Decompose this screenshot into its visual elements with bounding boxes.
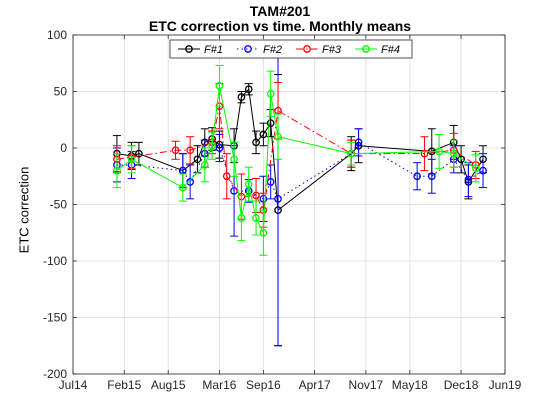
data-point bbox=[259, 130, 268, 139]
data-point bbox=[274, 132, 282, 141]
series-line bbox=[116, 85, 476, 235]
data-point bbox=[200, 161, 209, 169]
x-tick-label: Nov17 bbox=[349, 378, 384, 392]
series-2 bbox=[112, 51, 488, 347]
series-line bbox=[116, 106, 476, 212]
y-tick-label: 100 bbox=[47, 28, 67, 42]
data-point bbox=[171, 146, 180, 155]
y-tick-label: 50 bbox=[54, 85, 68, 99]
x-tick-label: Jul14 bbox=[59, 378, 88, 392]
data-point bbox=[222, 172, 231, 181]
data-point bbox=[208, 141, 216, 150]
data-point bbox=[457, 155, 465, 164]
data-point bbox=[435, 147, 443, 156]
series-line bbox=[116, 141, 484, 200]
data-point bbox=[230, 155, 238, 164]
data-point bbox=[266, 89, 275, 98]
legend-marker bbox=[185, 45, 193, 53]
data-point bbox=[266, 178, 275, 186]
chart-title-line1: TAM#201 bbox=[249, 3, 311, 19]
x-tick-label: Jun19 bbox=[489, 378, 522, 392]
data-point bbox=[186, 146, 195, 155]
chart-title-line2: ETC correction vs time. Monthly means bbox=[148, 18, 412, 34]
y-tick-label: -100 bbox=[43, 254, 67, 268]
data-point bbox=[252, 214, 260, 222]
x-tick-label: Aug15 bbox=[151, 378, 186, 392]
data-point bbox=[413, 172, 421, 181]
data-point bbox=[259, 228, 268, 237]
data-point bbox=[449, 149, 458, 158]
data-point bbox=[127, 155, 136, 164]
data-point bbox=[244, 85, 253, 94]
data-point bbox=[252, 138, 260, 147]
data-point bbox=[215, 82, 224, 90]
data-point bbox=[193, 155, 202, 164]
data-point bbox=[237, 214, 246, 222]
y-tick-label: -50 bbox=[50, 198, 68, 212]
data-point bbox=[135, 149, 143, 158]
legend-marker bbox=[303, 45, 311, 53]
legend-box bbox=[169, 39, 413, 59]
legend-label: F#4 bbox=[381, 44, 400, 56]
series-layer bbox=[112, 51, 488, 347]
x-tick-label: May18 bbox=[392, 378, 428, 392]
data-point bbox=[464, 175, 473, 184]
x-tick-label: Sep16 bbox=[246, 378, 281, 392]
data-point bbox=[215, 144, 224, 152]
data-point bbox=[427, 172, 436, 181]
series-1 bbox=[112, 74, 488, 347]
grid-lines bbox=[72, 34, 506, 375]
legend-label: F#2 bbox=[263, 44, 282, 56]
x-tick-label: Feb15 bbox=[107, 378, 141, 392]
data-point bbox=[113, 166, 121, 175]
legend-label: F#3 bbox=[322, 44, 342, 56]
legend: F#1 F#2 F#3 F#4 bbox=[169, 39, 413, 59]
x-tick-label: Mar16 bbox=[202, 378, 236, 392]
data-point bbox=[244, 180, 253, 189]
data-point bbox=[479, 166, 487, 175]
y-tick-label: -150 bbox=[43, 311, 67, 325]
x-tick-label: Apr17 bbox=[299, 378, 331, 392]
legend-marker bbox=[362, 45, 370, 53]
axis-ticks: -200 -150 -100 -50 0 50 100 Jul14 Feb15 Aug15 Mar1… bbox=[43, 28, 522, 392]
data-point bbox=[347, 149, 356, 158]
y-tick-label: 0 bbox=[60, 141, 67, 155]
data-point bbox=[266, 119, 275, 127]
data-point bbox=[354, 138, 363, 147]
data-point bbox=[186, 178, 195, 186]
data-point bbox=[252, 191, 260, 200]
data-point bbox=[237, 93, 246, 102]
data-point bbox=[420, 149, 429, 158]
y-tick-label: -200 bbox=[43, 367, 67, 381]
data-point bbox=[471, 164, 480, 173]
x-tick-label: Dec18 bbox=[444, 378, 479, 392]
legend-marker bbox=[244, 45, 252, 53]
legend-label: F#1 bbox=[204, 44, 223, 56]
data-point bbox=[274, 195, 282, 203]
series-4 bbox=[112, 65, 480, 256]
data-point bbox=[178, 183, 187, 192]
